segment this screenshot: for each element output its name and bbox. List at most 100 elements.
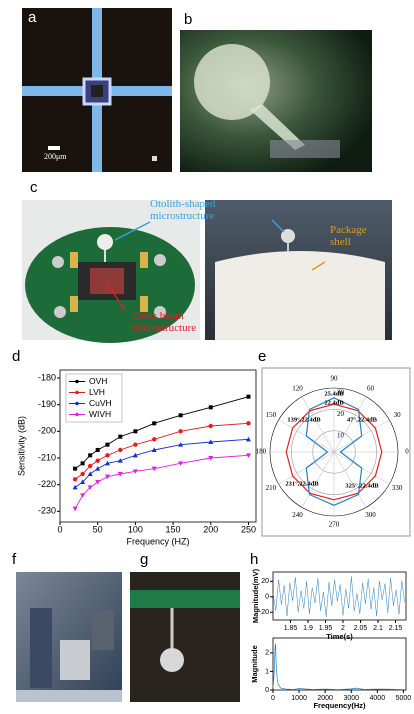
angle-label: 240 — [292, 511, 303, 519]
marker — [104, 474, 110, 480]
x-tick-label: 2.15 — [389, 625, 403, 632]
scale-bar-label: 200μm — [44, 152, 67, 161]
marker — [87, 463, 93, 469]
marker — [117, 458, 123, 463]
marker — [88, 453, 93, 458]
x-tick-label: 50 — [93, 524, 103, 534]
marker — [95, 448, 100, 452]
pin — [154, 254, 166, 266]
marker — [87, 471, 93, 476]
polar-annotation: 231°,22.4dB — [285, 480, 319, 487]
polar-annotation: 25.4dB — [324, 390, 344, 397]
angle-label: 30 — [394, 411, 402, 419]
marker — [117, 472, 123, 477]
angle-label: 210 — [266, 484, 277, 492]
otolith — [97, 234, 113, 250]
series-line — [74, 454, 249, 509]
marker — [95, 480, 101, 485]
marker — [208, 405, 213, 410]
angular-grid — [333, 396, 367, 453]
series-line — [272, 643, 404, 690]
marker — [105, 453, 110, 458]
y-tick-label: -230 — [38, 506, 56, 516]
legend-marker — [75, 390, 79, 395]
angle-label: 60 — [367, 384, 375, 392]
y-tick-label: 2 — [265, 650, 269, 657]
marker — [72, 477, 78, 482]
legend-marker — [75, 401, 79, 406]
x-tick-label: 0 — [57, 524, 62, 534]
pointer — [311, 261, 326, 271]
marker — [80, 493, 86, 498]
proof-mass-center — [91, 85, 103, 97]
x-tick-label: 1000 — [291, 695, 307, 702]
scale-bar — [48, 146, 60, 150]
marker — [132, 452, 138, 458]
x-tick-label: 5000 — [396, 695, 412, 702]
otolith-ball — [194, 44, 270, 120]
x-tick-label: 100 — [128, 524, 143, 534]
marker — [246, 394, 251, 399]
angular-grid — [333, 451, 367, 508]
polar-series — [285, 403, 383, 501]
y-tick-label: -200 — [38, 426, 56, 436]
marker — [133, 429, 138, 434]
polar-frame — [261, 367, 411, 537]
marker — [246, 421, 251, 426]
y-tick-label: -180 — [38, 372, 56, 382]
x-tick-label: 0 — [271, 695, 275, 702]
radial-tick-label: 30 — [337, 389, 345, 397]
y-tick-label: 1 — [265, 668, 269, 675]
pointer — [107, 284, 126, 311]
polar-series — [305, 397, 363, 506]
panel-label: e — [258, 348, 266, 365]
marker — [105, 442, 110, 447]
x-tick-label: 2.1 — [373, 625, 383, 632]
marker — [73, 466, 78, 471]
panel-label: g — [140, 551, 148, 568]
x-axis-label: Frequency(Hz) — [313, 701, 366, 710]
angle-label: 270 — [329, 521, 340, 529]
series-line — [272, 576, 405, 617]
y-tick-label: -190 — [38, 399, 56, 409]
pin — [154, 306, 166, 318]
panel-label: d — [12, 348, 20, 365]
y-tick-label: -220 — [38, 479, 56, 489]
marker — [178, 461, 184, 466]
angle-label: 0 — [405, 448, 409, 456]
pin — [52, 256, 64, 268]
angle-label: 120 — [292, 384, 303, 392]
marker — [208, 423, 213, 429]
x-tick-label: 2000 — [317, 695, 333, 702]
x-tick-label: 1.85 — [284, 625, 298, 632]
x-tick-label: 4000 — [370, 695, 386, 702]
angular-grid — [301, 396, 335, 453]
stem — [250, 104, 305, 150]
pad — [70, 252, 78, 268]
legend-marker — [75, 379, 79, 384]
vessel — [30, 608, 52, 688]
y-axis-label: Sensitivity (dB) — [16, 416, 26, 476]
panel-label: c — [30, 179, 38, 196]
marker — [72, 484, 78, 490]
marker — [178, 442, 184, 447]
pad — [140, 296, 148, 312]
marker — [151, 466, 157, 472]
y-axis-label: Magnitude — [250, 645, 259, 683]
legend-label: LVH — [89, 387, 105, 397]
pcb — [130, 590, 240, 608]
legend-marker — [75, 412, 79, 417]
radial-tick-label: 10 — [337, 431, 345, 439]
marker — [208, 439, 214, 444]
y-tick-label: -210 — [38, 452, 56, 462]
marker — [133, 442, 138, 447]
marker — [95, 466, 101, 471]
pad — [140, 252, 148, 268]
marker — [80, 471, 85, 477]
dot — [152, 156, 157, 161]
marker — [245, 436, 251, 442]
radial-tick-label: 20 — [337, 410, 345, 418]
pointer — [271, 219, 285, 233]
marker — [151, 447, 157, 452]
pad — [70, 296, 78, 312]
